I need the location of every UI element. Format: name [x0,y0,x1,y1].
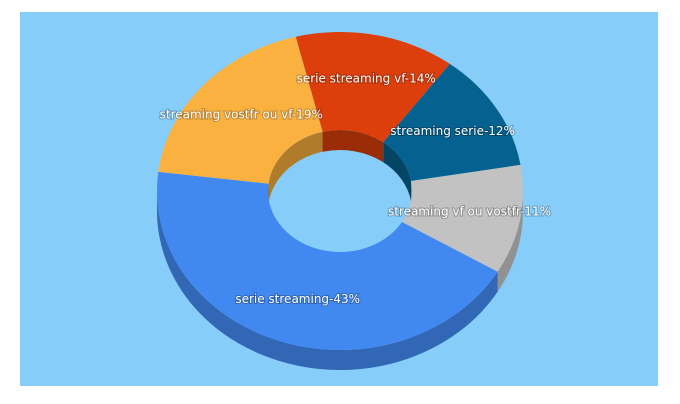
slice-inner-side [268,131,323,204]
slice-label: streaming vf ou vostfr-11% [388,204,551,218]
slice-label: streaming vostfr ou vf-19% [160,108,323,122]
slice-inner-side [383,142,412,201]
slice-label: streaming serie-12% [390,124,515,138]
slice [158,36,323,184]
slice-outer-side [497,191,523,292]
slice-inner-side [322,130,384,163]
slice-label: serie streaming-43% [235,292,360,306]
slice [157,171,498,350]
slice [402,164,523,272]
slice [383,63,521,181]
slice-label: serie streaming vf-14% [297,71,436,85]
slice [295,32,450,143]
